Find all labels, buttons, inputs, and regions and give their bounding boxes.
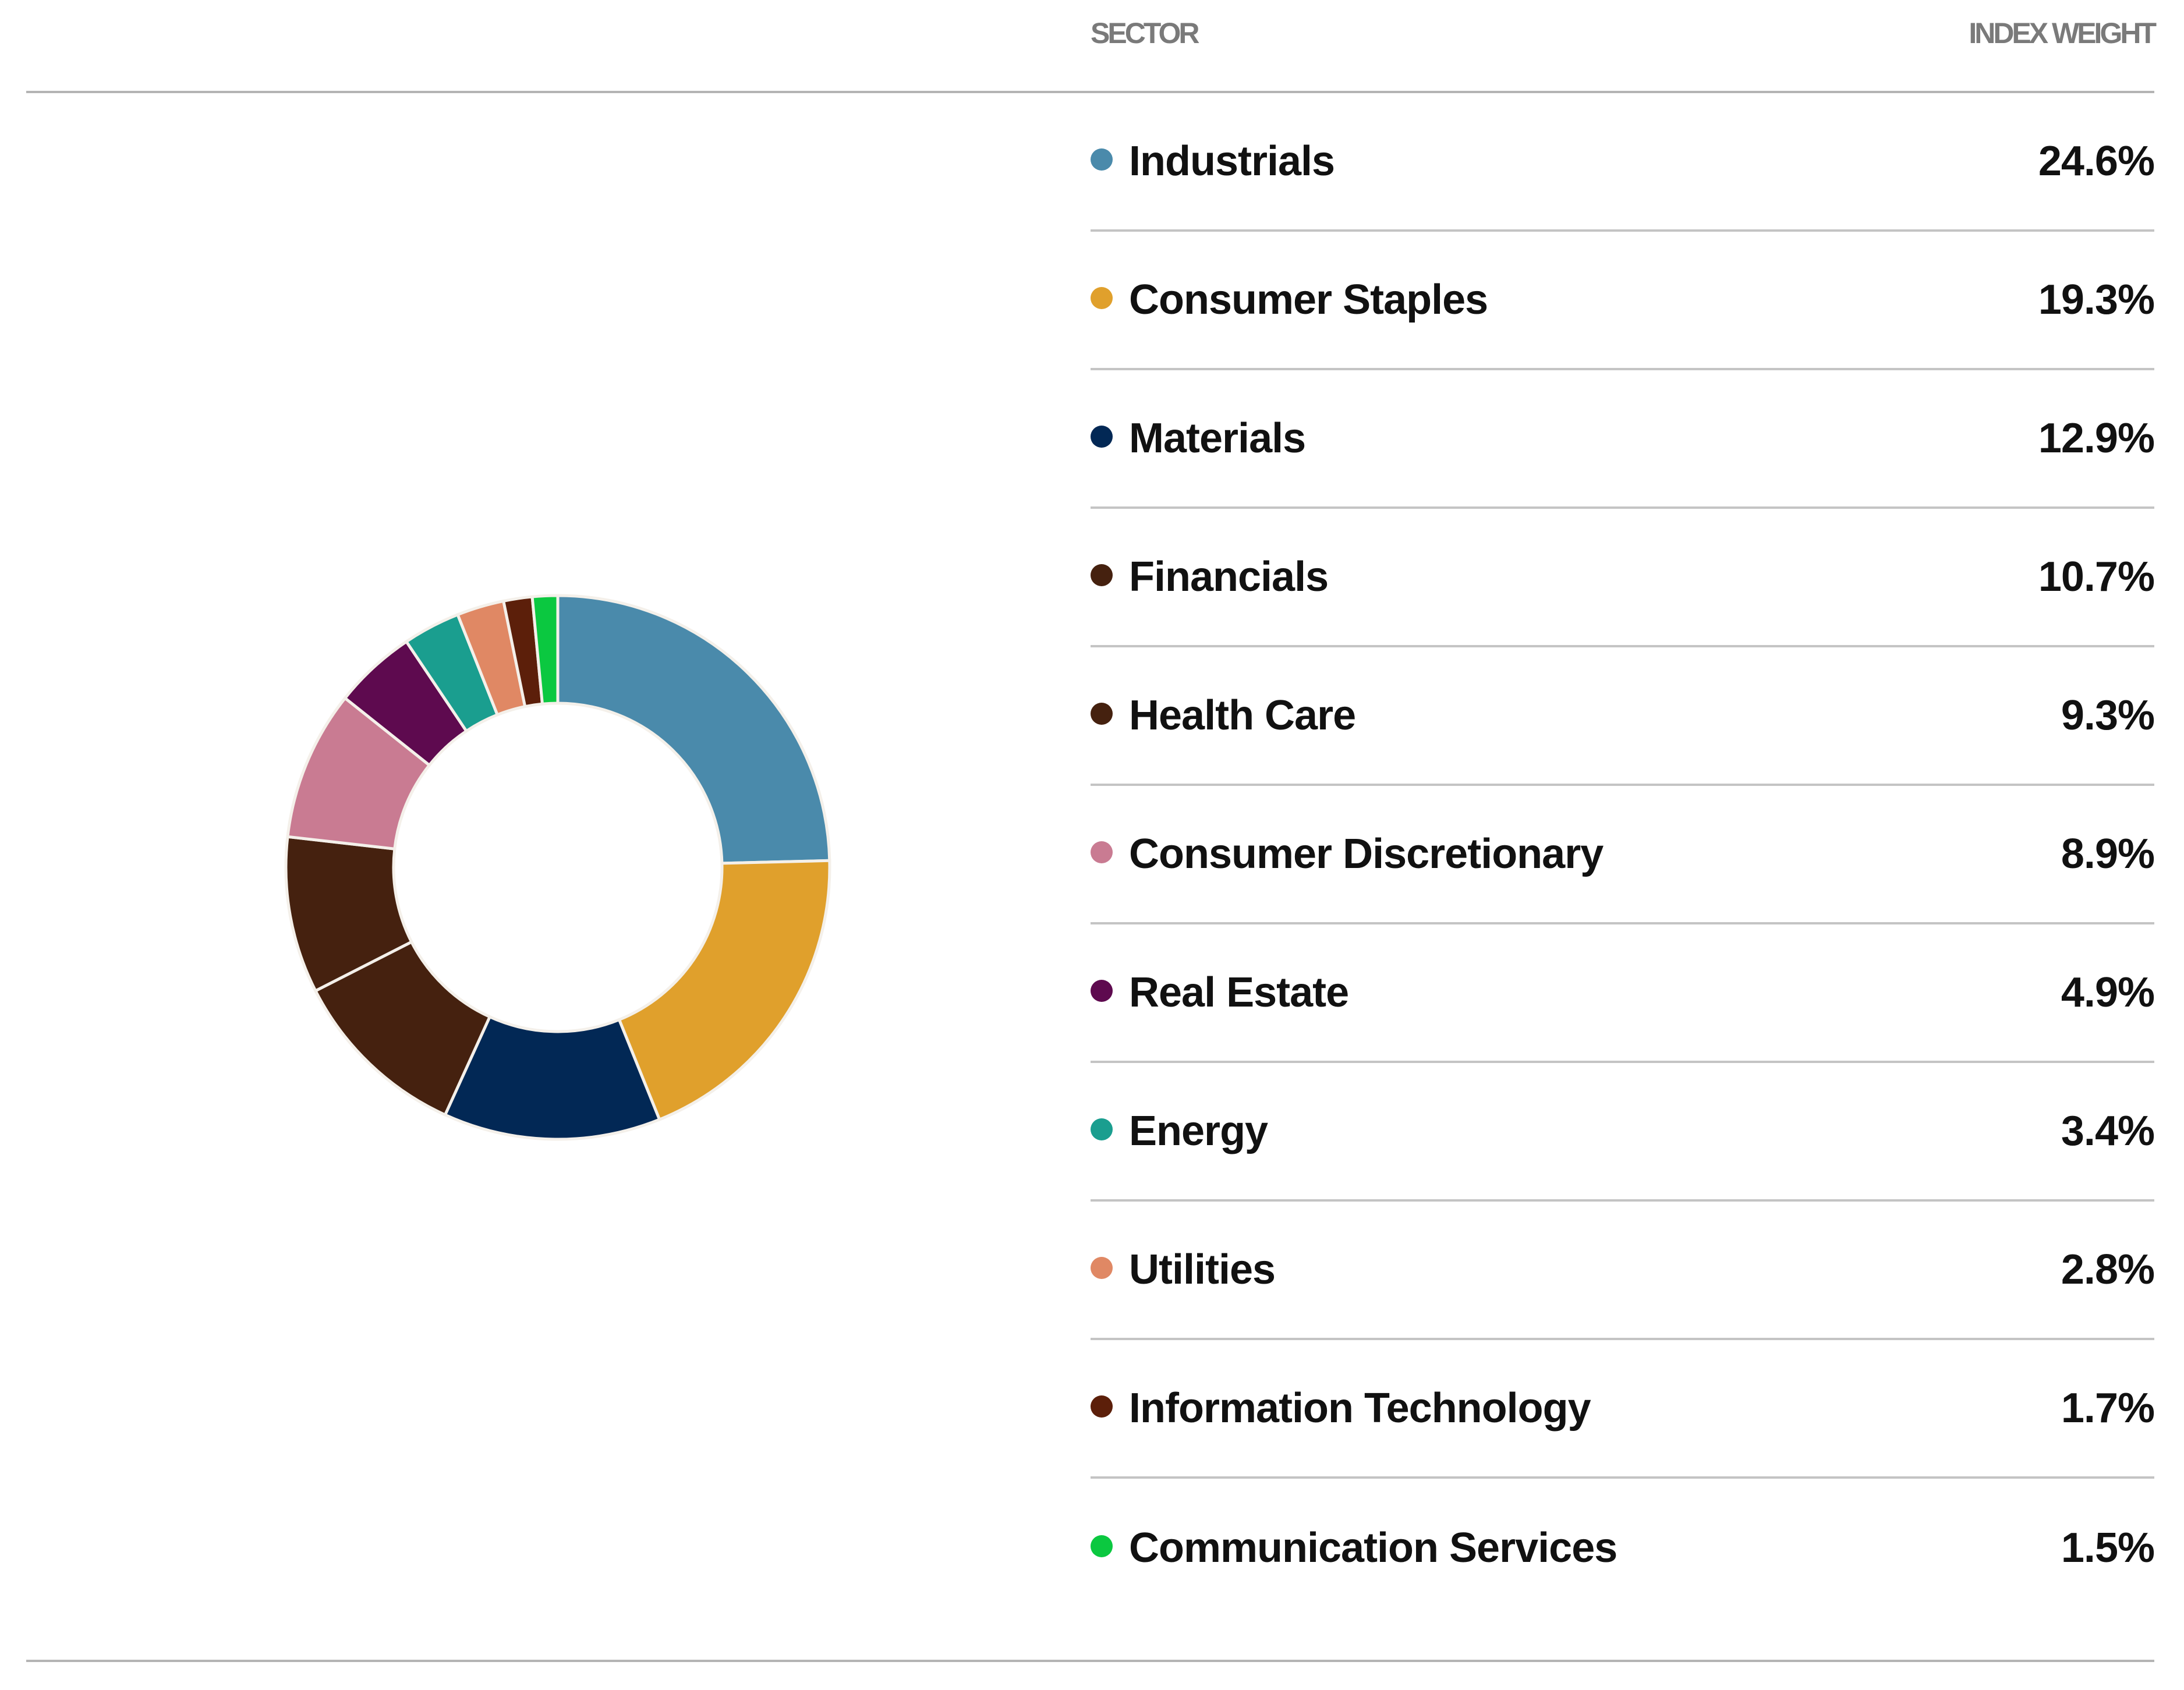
sector-label: Energy <box>1129 1108 1268 1154</box>
sector-label: Materials <box>1129 415 1306 462</box>
legend-dot-icon <box>1091 148 1113 171</box>
sector-weight: 19.3% <box>2038 277 2155 323</box>
legend-dot-icon <box>1091 1118 1113 1140</box>
sector-row: Financials 10.7% <box>1091 509 2155 647</box>
sector-row: Real Estate 4.9% <box>1091 924 2155 1063</box>
sector-label: Consumer Staples <box>1129 277 1488 323</box>
sector-label: Utilities <box>1129 1246 1276 1293</box>
legend-dot-icon <box>1091 426 1113 448</box>
sector-label: Real Estate <box>1129 969 1349 1016</box>
sector-label: Consumer Discretionary <box>1129 831 1604 877</box>
sector-row: Utilities 2.8% <box>1091 1202 2155 1340</box>
sector-weight: 2.8% <box>2061 1246 2155 1293</box>
sector-row: Energy 3.4% <box>1091 1063 2155 1202</box>
sector-weight: 4.9% <box>2061 969 2155 1016</box>
sector-donut-chart <box>284 594 831 1141</box>
sector-weight: 8.9% <box>2061 831 2155 877</box>
sector-row: Materials 12.9% <box>1091 370 2155 509</box>
sector-row: Consumer Discretionary 8.9% <box>1091 786 2155 924</box>
legend-dot-icon <box>1091 703 1113 725</box>
legend-dot-icon <box>1091 287 1113 309</box>
sector-label: Industrials <box>1129 138 1335 185</box>
sector-weight: 9.3% <box>2061 692 2155 739</box>
sector-label: Financials <box>1129 554 1329 600</box>
top-divider <box>26 91 2154 93</box>
bottom-divider <box>26 1660 2154 1662</box>
index-weight-column-header: INDEX WEIGHT <box>1969 17 2157 49</box>
sector-weight: 12.9% <box>2038 415 2155 462</box>
sector-row: Communication Services 1.5% <box>1091 1479 2155 1617</box>
legend-dot-icon <box>1091 1535 1113 1557</box>
sector-row: Consumer Staples 19.3% <box>1091 232 2155 370</box>
legend-dot-icon <box>1091 1395 1113 1418</box>
sector-column-header: SECTOR <box>1091 17 1199 49</box>
sector-label: Information Technology <box>1129 1385 1591 1432</box>
sector-weight: 1.7% <box>2061 1385 2155 1432</box>
donut-slice-industrials[interactable] <box>556 594 831 865</box>
sector-weight: 24.6% <box>2038 138 2155 185</box>
sector-row: Health Care 9.3% <box>1091 647 2155 786</box>
donut-slice-materials[interactable] <box>443 1015 661 1141</box>
legend-dot-icon <box>1091 980 1113 1002</box>
sector-label: Communication Services <box>1129 1525 1617 1571</box>
sector-row: Information Technology 1.7% <box>1091 1340 2155 1479</box>
legend-dot-icon <box>1091 1257 1113 1279</box>
legend-dot-icon <box>1091 564 1113 586</box>
sector-table: Industrials 24.6% Consumer Staples 19.3% Mat… <box>1091 93 2155 1617</box>
sector-row: Industrials 24.6% <box>1091 93 2155 232</box>
sector-weight: 3.4% <box>2061 1108 2155 1154</box>
sector-weight: 1.5% <box>2061 1525 2155 1571</box>
legend-dot-icon <box>1091 841 1113 863</box>
donut-slice-consumer-staples[interactable] <box>617 859 831 1122</box>
sector-weight: 10.7% <box>2038 554 2155 600</box>
donut-slice-communication-services[interactable] <box>530 594 560 706</box>
sector-label: Health Care <box>1129 692 1356 739</box>
